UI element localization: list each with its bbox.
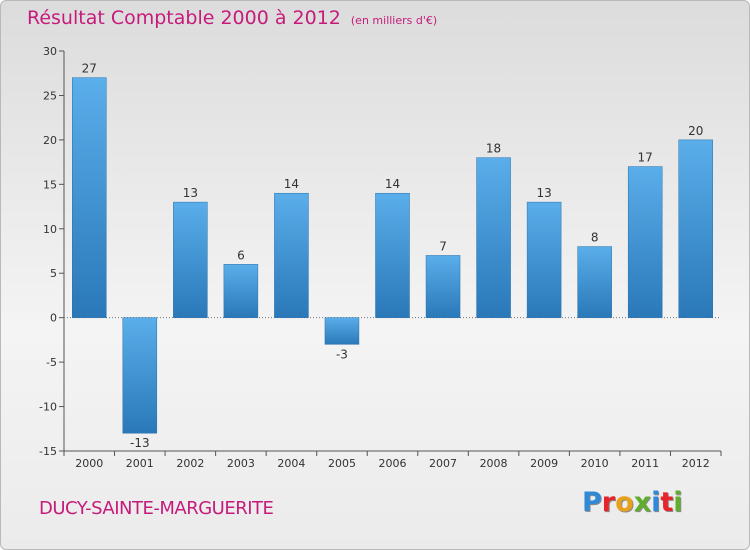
x-tick-label: 2007 <box>429 457 457 470</box>
x-tick-label: 2003 <box>227 457 255 470</box>
commune-name: DUCY-SAINTE-MARGUERITE <box>39 498 274 519</box>
bar-2000 <box>72 77 107 318</box>
data-label-2002: 13 <box>183 186 198 200</box>
data-label-2012: 20 <box>688 124 703 138</box>
y-tick-label: 0 <box>50 312 57 325</box>
bar-2012 <box>678 139 713 318</box>
data-label-2004: 14 <box>284 177 299 191</box>
y-tick-label: 15 <box>43 178 57 191</box>
data-label-2010: 8 <box>591 231 599 245</box>
bar-2002 <box>173 201 208 318</box>
bar-2001 <box>122 317 158 434</box>
data-label-2005: -3 <box>336 347 348 361</box>
bar-2005 <box>324 317 360 345</box>
y-tick-label: 20 <box>43 134 57 147</box>
proxiti-logo[interactable]: Proxiti <box>582 487 683 518</box>
logo-letter: r <box>601 487 616 518</box>
logo-letter: i <box>651 487 661 518</box>
bar-2004 <box>274 192 309 318</box>
logo-letter: o <box>615 487 634 518</box>
y-tick-label: 10 <box>43 223 57 236</box>
x-tick-label: 2008 <box>480 457 508 470</box>
bar-2011 <box>627 166 663 318</box>
x-tick-label: 2004 <box>277 457 305 470</box>
data-label-2001: -13 <box>130 436 150 450</box>
x-tick-label: 2000 <box>75 457 103 470</box>
data-label-2006: 14 <box>385 177 400 191</box>
chart-subtitle: (en milliers d'€) <box>350 14 438 27</box>
y-tick-label: 25 <box>43 89 57 102</box>
x-tick-label: 2011 <box>631 457 659 470</box>
title-text: Résultat Comptable 2000 à 2012 <box>27 7 341 29</box>
x-tick-label: 2010 <box>581 457 609 470</box>
bar-2010 <box>577 246 612 318</box>
y-tick-label: 5 <box>50 267 57 280</box>
x-tick-label: 2009 <box>530 457 558 470</box>
logo-letter: x <box>633 487 652 518</box>
x-tick-label: 2006 <box>379 457 407 470</box>
data-label-2009: 13 <box>536 186 551 200</box>
x-tick-label: 2001 <box>126 457 154 470</box>
bar-2009 <box>526 201 562 318</box>
bar-2003 <box>223 264 259 318</box>
logo-letter: P <box>582 487 602 518</box>
logo-letter: i <box>673 487 683 518</box>
bar-2006 <box>375 192 410 318</box>
x-tick-label: 2005 <box>328 457 356 470</box>
logo-letter: t <box>660 487 674 518</box>
bar-2007 <box>425 255 461 318</box>
y-tick-label: -10 <box>39 401 57 414</box>
data-label-2003: 6 <box>237 248 245 262</box>
y-tick-label: -15 <box>39 445 57 458</box>
data-label-2011: 17 <box>638 151 653 165</box>
data-label-2007: 7 <box>439 239 447 253</box>
y-tick-label: 30 <box>43 45 57 58</box>
chart-title: Résultat Comptable 2000 à 2012 (en millie… <box>27 7 437 29</box>
y-tick-label: -5 <box>46 356 57 369</box>
x-tick-label: 2002 <box>176 457 204 470</box>
bar-2008 <box>476 157 511 318</box>
data-label-2000: 27 <box>82 62 97 76</box>
x-tick-label: 2012 <box>682 457 710 470</box>
data-label-2008: 18 <box>486 142 501 156</box>
